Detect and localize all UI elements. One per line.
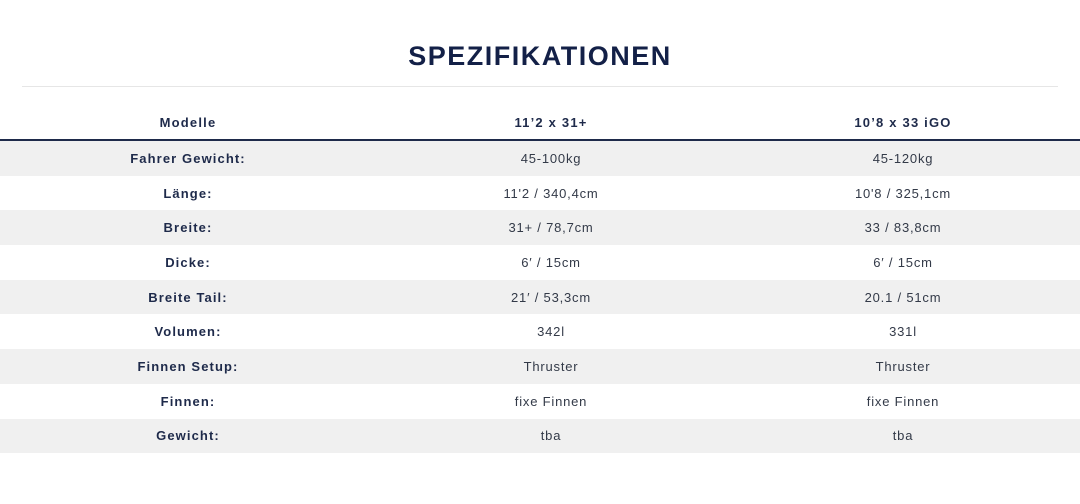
row-value-model-2: Thruster: [726, 349, 1080, 384]
row-value-model-1: tba: [376, 418, 726, 454]
row-value-model-1: Thruster: [376, 349, 726, 384]
table-row: Länge: 11'2 / 340,4cm 10'8 / 325,1cm: [0, 175, 1080, 211]
row-label: Gewicht:: [0, 418, 376, 454]
specifications-table: Modelle 11’2 x 31+ 10’8 x 33 iGO Fahrer …: [0, 105, 1080, 454]
row-label: Finnen Setup:: [0, 349, 376, 384]
table-row: Finnen Setup: Thruster Thruster: [0, 349, 1080, 384]
row-label: Breite:: [0, 210, 376, 246]
row-value-model-2: 10'8 / 325,1cm: [726, 175, 1080, 211]
header-model-11-2: 11’2 x 31+: [376, 105, 726, 141]
title-divider: [22, 86, 1058, 87]
row-value-model-2: 33 / 83,8cm: [726, 210, 1080, 246]
page-title: SPEZIFIKATIONEN: [408, 41, 672, 71]
row-value-model-2: fixe Finnen: [726, 383, 1080, 419]
table-row: Breite: 31+ / 78,7cm 33 / 83,8cm: [0, 210, 1080, 246]
row-value-model-2: tba: [726, 418, 1080, 454]
row-value-model-1: 31+ / 78,7cm: [376, 210, 726, 246]
table-row: Gewicht: tba tba: [0, 418, 1080, 454]
row-label: Volumen:: [0, 314, 376, 350]
row-value-model-2: 20.1 / 51cm: [726, 279, 1080, 315]
row-value-model-1: 342l: [376, 314, 726, 350]
row-value-model-1: 21′ / 53,3cm: [376, 279, 726, 315]
row-value-model-2: 331l: [726, 314, 1080, 350]
header-model-10-8: 10’8 x 33 iGO: [726, 105, 1080, 141]
row-label: Länge:: [0, 175, 376, 211]
row-label: Fahrer Gewicht:: [0, 140, 376, 176]
table-row: Volumen: 342l 331l: [0, 314, 1080, 350]
row-label: Finnen:: [0, 383, 376, 419]
row-label: Dicke:: [0, 245, 376, 280]
row-value-model-1: 6′ / 15cm: [376, 245, 726, 280]
row-value-model-1: 45-100kg: [376, 140, 726, 176]
header-models: Modelle: [0, 105, 376, 141]
table-row: Fahrer Gewicht: 45-100kg 45-120kg: [0, 140, 1080, 176]
row-value-model-1: fixe Finnen: [376, 383, 726, 419]
table-row: Finnen: fixe Finnen fixe Finnen: [0, 383, 1080, 419]
table-row: Dicke: 6′ / 15cm 6′ / 15cm: [0, 245, 1080, 280]
row-label: Breite Tail:: [0, 279, 376, 315]
row-value-model-2: 45-120kg: [726, 140, 1080, 176]
table-header-row: Modelle 11’2 x 31+ 10’8 x 33 iGO: [0, 105, 1080, 141]
table-row: Breite Tail: 21′ / 53,3cm 20.1 / 51cm: [0, 279, 1080, 315]
row-value-model-2: 6′ / 15cm: [726, 245, 1080, 280]
row-value-model-1: 11'2 / 340,4cm: [376, 175, 726, 211]
